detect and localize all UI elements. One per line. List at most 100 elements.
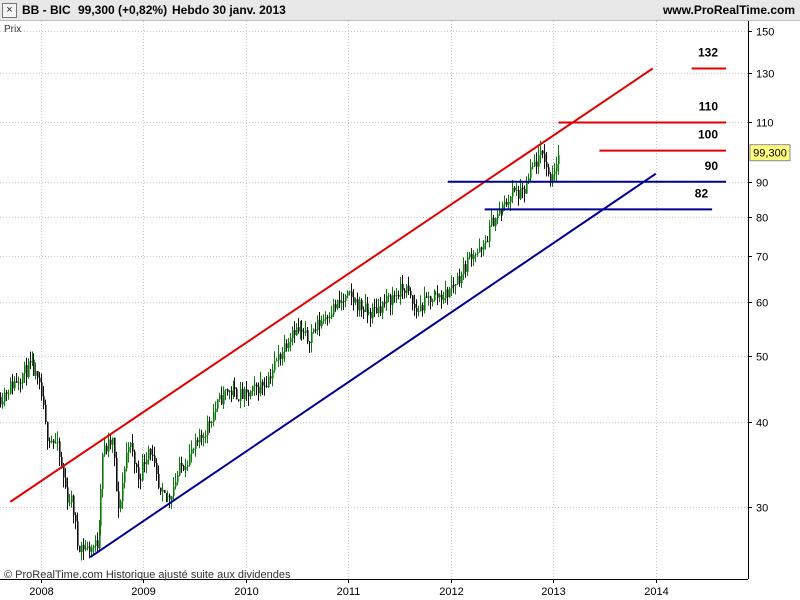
candle-body (292, 329, 294, 339)
price-chart[interactable]: 132 110 100 90 82 30 40 50 60 70 80 90 110 130 150 20… (0, 21, 800, 600)
candle-body (179, 462, 181, 476)
candle-body (144, 461, 146, 465)
candle-body (73, 495, 75, 515)
close-icon[interactable]: × (2, 3, 17, 18)
candle-body (55, 442, 57, 444)
candle-body (435, 293, 437, 295)
candle-body (130, 442, 132, 447)
grid (0, 21, 748, 579)
candle-body (400, 283, 402, 297)
candle-body (408, 285, 410, 291)
candle-body (244, 389, 246, 399)
candle-body (406, 285, 408, 293)
candle-body (128, 446, 130, 453)
candle-body (199, 434, 201, 443)
candle-body (223, 390, 225, 405)
candle-body (118, 491, 120, 509)
candle-body (116, 458, 118, 492)
candle-body (378, 306, 380, 314)
candle-body (112, 437, 114, 445)
candle-body (508, 202, 510, 205)
candle-body (22, 373, 24, 384)
candle-body (449, 288, 451, 297)
candle-body (146, 459, 148, 465)
candle-body (47, 421, 49, 442)
candle-body (388, 295, 390, 297)
candle-body (215, 408, 217, 413)
candle-body (357, 299, 359, 311)
candle-body (424, 296, 426, 311)
candle-body (416, 308, 418, 312)
candle-body (396, 294, 398, 296)
candle-body (305, 330, 307, 333)
candle-body (487, 241, 489, 243)
candle-body (270, 376, 272, 379)
candle-body (390, 295, 392, 305)
candle-body (530, 167, 532, 179)
candle-body (439, 294, 441, 298)
candle-body (185, 466, 187, 470)
candle-body (120, 501, 122, 509)
candle-body (467, 257, 469, 272)
candle-body (463, 264, 465, 275)
footer-copyright: © ProRealTime.com Historique ajusté suit… (4, 569, 291, 581)
candle-body (126, 452, 128, 469)
candle-body (384, 301, 386, 304)
candle-body (550, 174, 552, 181)
candle-body (20, 382, 22, 384)
candle-body (4, 392, 6, 402)
candle-body (254, 384, 256, 387)
candle-body (481, 247, 483, 250)
candle-body (203, 436, 205, 439)
candle-body (339, 300, 341, 304)
x-tick-label: 2009 (131, 586, 155, 598)
candle-body (410, 290, 412, 296)
price-series (0, 140, 560, 561)
candle-body (63, 465, 65, 478)
candle-body (209, 421, 211, 423)
candle-body (256, 384, 258, 387)
candle-body (57, 441, 59, 443)
candle-body (300, 329, 302, 332)
candle-body (181, 462, 183, 467)
candle-body (518, 189, 520, 199)
candle-body (491, 218, 493, 226)
candle-body (81, 544, 83, 553)
candle-body (280, 354, 282, 359)
candle-body (510, 196, 512, 203)
candle-body (231, 390, 233, 396)
candle-body (347, 292, 349, 296)
candle-body (522, 187, 524, 190)
candle-body (99, 525, 101, 549)
candle-body (41, 382, 43, 397)
candle-body (495, 218, 497, 227)
trendlines (9, 67, 657, 558)
candle-body (169, 495, 171, 500)
chart-header: × BB - BIC 99,300 (+0,82%) Hebdo 30 janv… (0, 0, 800, 21)
candle-body (132, 442, 134, 452)
price-badge-label: 99,300 (753, 148, 787, 160)
candle-body (276, 360, 278, 362)
candle-body (524, 189, 526, 194)
x-tick-label: 2011 (337, 586, 361, 598)
candle-body (457, 276, 459, 285)
candle-body (514, 187, 516, 191)
candle-body (166, 492, 168, 497)
candle-body (361, 300, 363, 310)
price-levels: 132 110 100 90 82 (447, 46, 726, 211)
x-tick-label: 2008 (29, 586, 53, 598)
level-label: 82 (695, 186, 709, 200)
trendline (9, 67, 654, 503)
candle-body (370, 311, 372, 319)
candle-body (301, 329, 303, 332)
candle-body (227, 389, 229, 393)
candle-body (95, 540, 97, 546)
candle-body (538, 155, 540, 167)
candle-body (67, 487, 69, 503)
candle-body (164, 489, 166, 493)
candle-body (483, 243, 485, 250)
candle-body (382, 301, 384, 313)
candle-body (329, 317, 331, 319)
candle-body (201, 434, 203, 439)
candle-body (97, 540, 99, 549)
